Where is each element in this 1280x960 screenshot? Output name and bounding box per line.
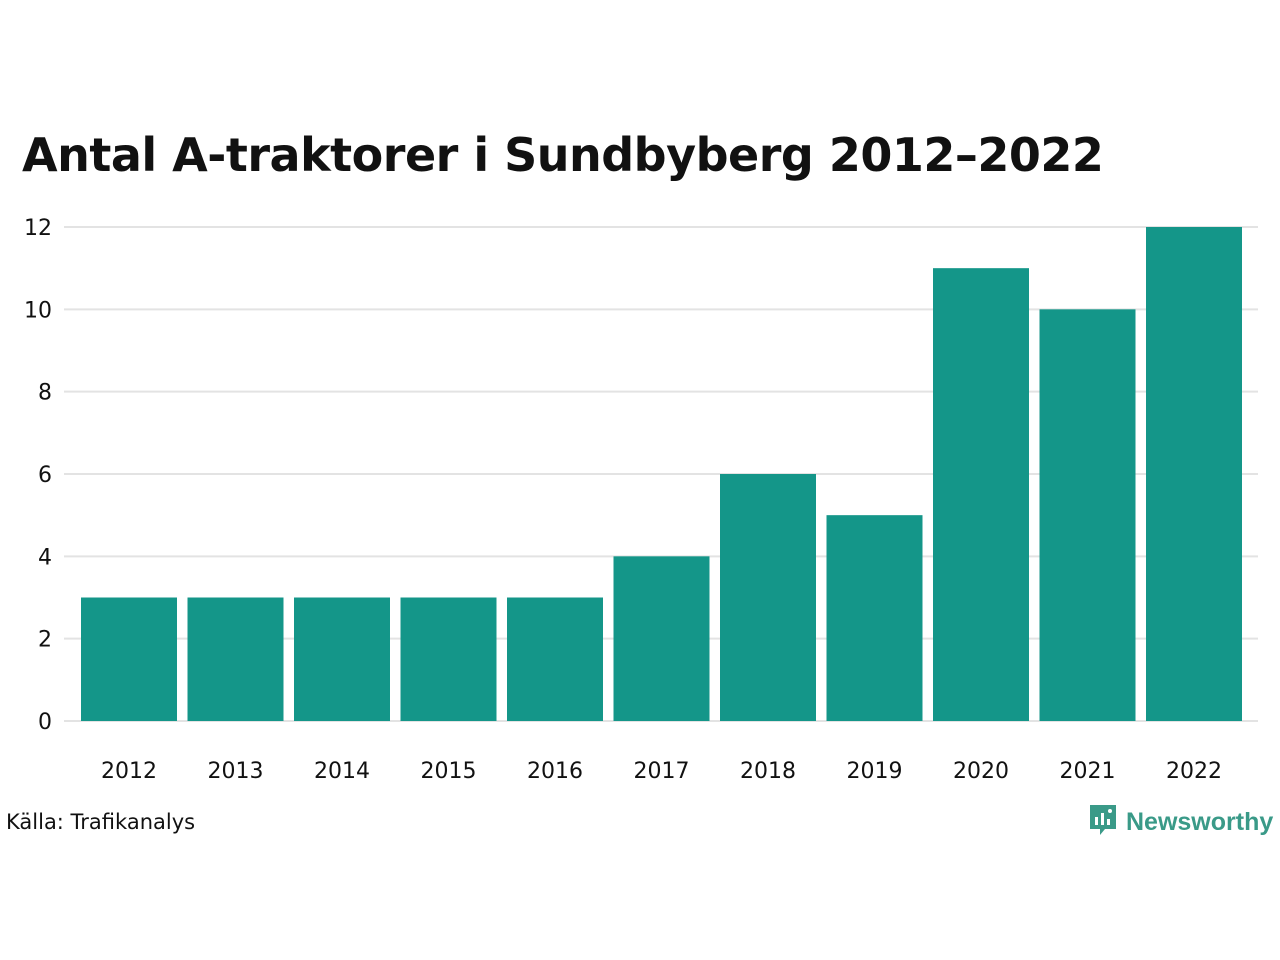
bar-2014 <box>294 597 390 721</box>
y-tick-label: 6 <box>38 463 52 488</box>
x-tick-label: 2015 <box>421 759 477 784</box>
chart-title: Antal A-traktorer i Sundbyberg 2012–2022 <box>22 128 1104 182</box>
x-tick-label: 2016 <box>527 759 583 784</box>
bar-2016 <box>507 597 603 721</box>
x-tick-label: 2013 <box>208 759 264 784</box>
bar-2012 <box>81 597 177 721</box>
y-axis-tick-labels: 0 2 4 6 8 10 12 <box>24 216 52 735</box>
bar-2015 <box>400 597 497 721</box>
x-tick-label: 2019 <box>847 759 903 784</box>
x-tick-label: 2021 <box>1060 759 1116 784</box>
y-tick-label: 0 <box>38 710 52 735</box>
x-tick-label: 2020 <box>953 759 1009 784</box>
newsworthy-logo-icon <box>1088 802 1118 842</box>
x-tick-label: 2022 <box>1166 759 1222 784</box>
y-tick-label: 4 <box>38 545 52 570</box>
x-tick-label: 2014 <box>314 759 370 784</box>
bar-2021 <box>1039 309 1136 721</box>
bar-2018 <box>720 474 816 721</box>
x-tick-label: 2012 <box>101 759 157 784</box>
y-tick-label: 10 <box>24 298 52 323</box>
bar-2013 <box>187 597 284 721</box>
x-axis-tick-labels: 2012 2013 2014 2015 2016 2017 2018 2019 2020 2021… <box>101 759 1222 784</box>
bar-2019 <box>826 515 923 721</box>
bar-2022 <box>1146 227 1242 721</box>
brand-logo[interactable]: Newsworthy <box>1088 802 1273 842</box>
x-tick-label: 2017 <box>634 759 690 784</box>
source-note: Källa: Trafikanalys <box>6 810 196 834</box>
x-tick-label: 2018 <box>740 759 796 784</box>
y-tick-label: 8 <box>38 381 52 406</box>
y-tick-label: 2 <box>38 628 52 653</box>
brand-name: Newsworthy <box>1126 807 1274 836</box>
y-tick-label: 12 <box>24 216 52 241</box>
bar-2020 <box>933 268 1029 721</box>
bars <box>81 227 1242 721</box>
bar-2017 <box>613 556 710 721</box>
